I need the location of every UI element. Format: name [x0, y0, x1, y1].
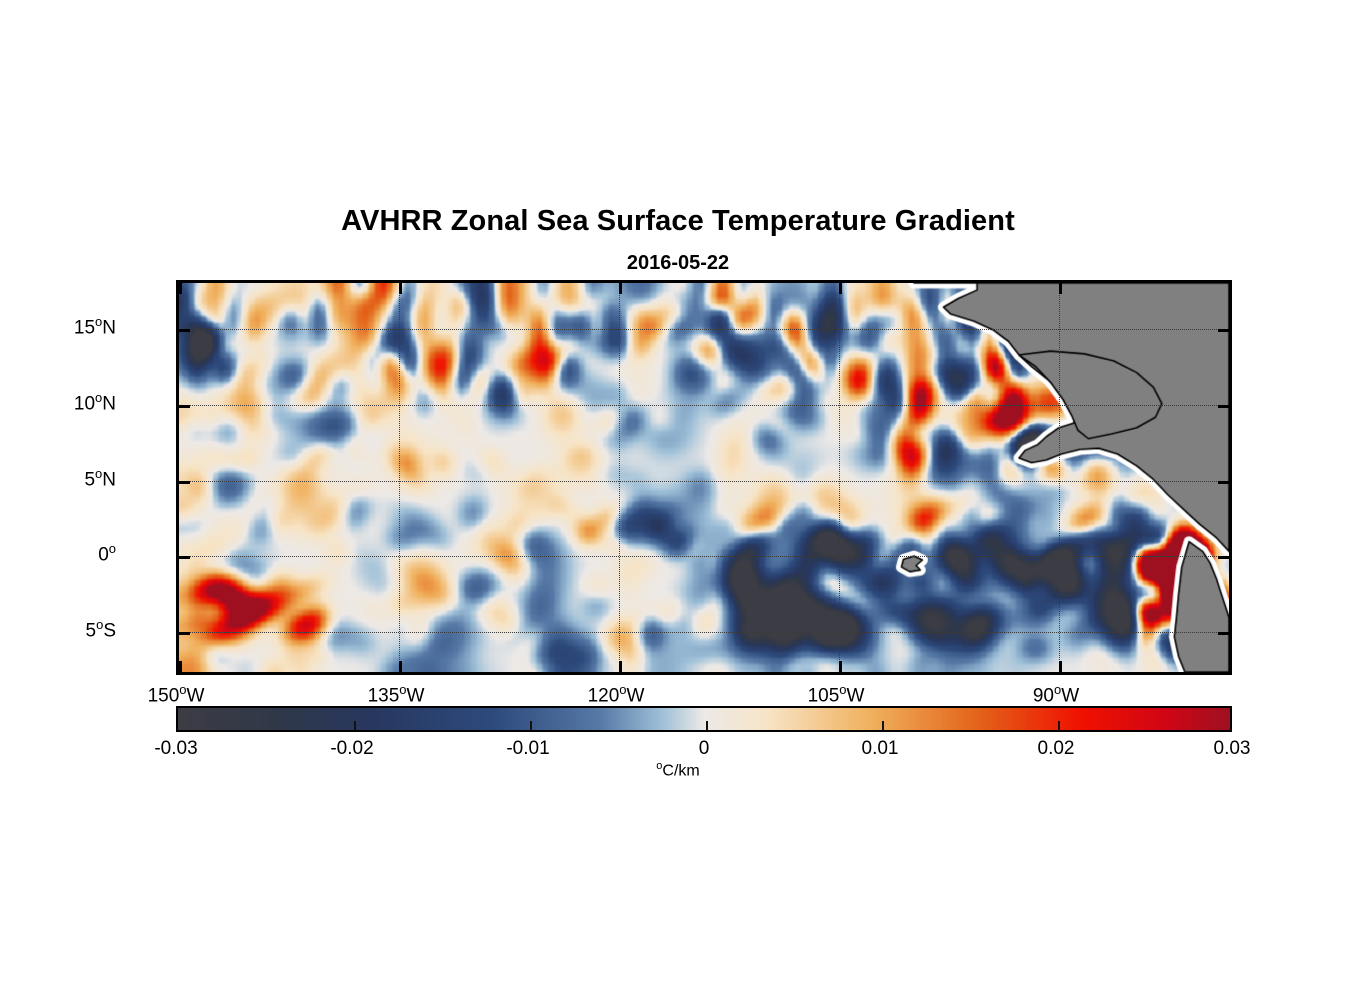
- tick-lon-bottom: [399, 661, 402, 672]
- tick-lat-left: [179, 328, 190, 332]
- colorbar-tick-0: [706, 721, 708, 730]
- colorbar-tick-0.01: [882, 721, 884, 730]
- colorbar-label--0.03: -0.03: [154, 738, 198, 759]
- y-axis-label-5°N: 5oN: [84, 465, 116, 490]
- chart-title: AVHRR Zonal Sea Surface Temperature Grad…: [341, 205, 1015, 237]
- colorbar-tick-0.02: [1058, 721, 1060, 730]
- y-axis-label-0°: 0o: [98, 541, 116, 566]
- tick-lat-left: [179, 632, 190, 636]
- gridline-lon-90°W: [1059, 283, 1060, 672]
- y-axis-label-15°N: 15oN: [73, 313, 116, 338]
- colorbar-label--0.01: -0.01: [506, 738, 550, 759]
- tick-lat-right: [1218, 404, 1229, 408]
- colorbar-gradient: [178, 708, 1230, 730]
- tick-lon-bottom: [1059, 661, 1062, 672]
- x-axis-label-120°W: 120oW: [587, 682, 645, 707]
- colorbar: [176, 706, 1232, 732]
- tick-lat-left: [179, 480, 190, 484]
- y-axis-label-5°S: 5oS: [85, 617, 117, 642]
- gridline-lat-5°N: [179, 480, 1229, 482]
- tick-lon-top: [839, 283, 842, 294]
- gridline-lon-120°W: [619, 283, 620, 672]
- tick-lon-top: [619, 283, 622, 294]
- gridline-lon-135°W: [399, 283, 400, 672]
- colorbar-label-0.03: 0.03: [1213, 738, 1251, 759]
- tick-lat-right: [1218, 632, 1229, 636]
- gridline-lat-15°N: [179, 328, 1229, 330]
- x-axis-label-105°W: 105oW: [807, 682, 865, 707]
- colorbar-unit-label: oC/km: [656, 760, 700, 780]
- gridline-lat-0°: [179, 556, 1229, 558]
- tick-lon-top: [179, 283, 182, 294]
- chart-subtitle: 2016-05-22: [626, 252, 730, 274]
- tick-lon-bottom: [179, 661, 182, 672]
- map-axes: [176, 280, 1232, 675]
- colorbar-label-0.01: 0.01: [861, 738, 899, 759]
- tick-lon-top: [1059, 283, 1062, 294]
- x-axis-label-135°W: 135oW: [367, 682, 425, 707]
- tick-lon-bottom: [839, 661, 842, 672]
- tick-lon-bottom: [619, 661, 622, 672]
- colorbar-label-0: 0: [698, 738, 710, 759]
- tick-lat-left: [179, 404, 190, 408]
- x-axis-label-90°W: 90oW: [1032, 682, 1080, 707]
- colorbar-tick--0.01: [530, 721, 532, 730]
- gridline-lon-105°W: [839, 283, 840, 672]
- colorbar-label--0.02: -0.02: [330, 738, 374, 759]
- gridline-lat-10°N: [179, 404, 1229, 406]
- tick-lon-top: [399, 283, 402, 294]
- gridline-lat-5°S: [179, 632, 1229, 634]
- y-axis-label-10°N: 10oN: [73, 389, 116, 414]
- sst-gradient-heatmap: [179, 283, 1229, 672]
- tick-lat-right: [1218, 556, 1229, 560]
- tick-lat-left: [179, 556, 190, 560]
- colorbar-label-0.02: 0.02: [1037, 738, 1075, 759]
- tick-lat-right: [1218, 480, 1229, 484]
- colorbar-tick--0.02: [354, 721, 356, 730]
- tick-lat-right: [1218, 328, 1229, 332]
- x-axis-label-150°W: 150oW: [147, 682, 205, 707]
